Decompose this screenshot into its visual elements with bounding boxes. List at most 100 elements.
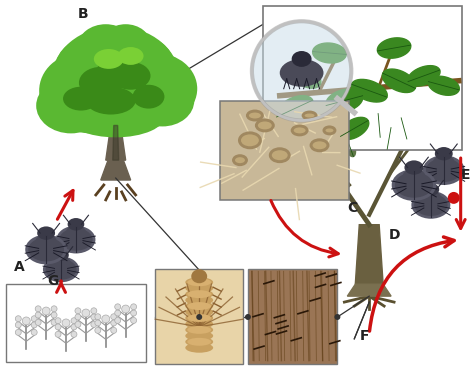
Circle shape (35, 312, 41, 318)
Ellipse shape (98, 54, 134, 78)
Circle shape (115, 317, 121, 323)
Ellipse shape (187, 338, 211, 346)
Ellipse shape (185, 289, 213, 299)
Text: G: G (47, 274, 59, 288)
Circle shape (91, 308, 97, 314)
Circle shape (95, 314, 101, 320)
Ellipse shape (185, 319, 213, 329)
Ellipse shape (187, 314, 211, 322)
Circle shape (51, 306, 57, 312)
Ellipse shape (185, 277, 213, 287)
Ellipse shape (79, 67, 123, 99)
Polygon shape (384, 128, 394, 149)
Circle shape (252, 21, 351, 120)
Ellipse shape (52, 257, 70, 267)
Circle shape (31, 316, 37, 322)
Ellipse shape (66, 226, 86, 237)
Ellipse shape (185, 301, 213, 311)
Ellipse shape (39, 53, 123, 128)
Ellipse shape (238, 131, 262, 149)
Ellipse shape (81, 31, 151, 81)
Ellipse shape (51, 26, 180, 135)
Polygon shape (428, 76, 459, 95)
Ellipse shape (114, 53, 197, 124)
Ellipse shape (392, 169, 436, 201)
Circle shape (62, 319, 70, 327)
Circle shape (82, 309, 90, 317)
Ellipse shape (187, 278, 211, 286)
Ellipse shape (272, 150, 288, 160)
Ellipse shape (280, 59, 323, 87)
Circle shape (35, 319, 41, 326)
FancyBboxPatch shape (6, 284, 146, 361)
Text: C: C (347, 201, 357, 215)
Ellipse shape (310, 138, 329, 152)
Ellipse shape (235, 157, 245, 163)
FancyBboxPatch shape (220, 101, 349, 200)
Ellipse shape (101, 24, 151, 64)
Ellipse shape (68, 218, 84, 230)
Ellipse shape (185, 295, 213, 305)
Polygon shape (351, 79, 387, 102)
Circle shape (91, 321, 97, 327)
Circle shape (111, 314, 117, 320)
Circle shape (15, 322, 21, 328)
Text: E: E (461, 168, 470, 182)
Ellipse shape (241, 134, 259, 146)
FancyBboxPatch shape (248, 269, 337, 364)
Circle shape (102, 315, 110, 323)
Circle shape (75, 314, 81, 320)
Polygon shape (356, 225, 383, 284)
Ellipse shape (249, 113, 261, 119)
Ellipse shape (187, 326, 211, 334)
Polygon shape (399, 118, 410, 139)
Polygon shape (113, 126, 118, 160)
Ellipse shape (51, 57, 111, 101)
Ellipse shape (185, 307, 213, 317)
Circle shape (131, 304, 137, 310)
Ellipse shape (422, 183, 439, 196)
Ellipse shape (56, 226, 95, 254)
Circle shape (131, 310, 137, 316)
Ellipse shape (98, 35, 173, 91)
Polygon shape (313, 43, 346, 63)
Ellipse shape (187, 290, 211, 298)
Ellipse shape (404, 160, 423, 175)
Ellipse shape (322, 126, 337, 135)
Ellipse shape (63, 87, 99, 110)
Ellipse shape (86, 87, 136, 115)
Circle shape (31, 322, 37, 328)
Ellipse shape (185, 325, 213, 335)
Circle shape (448, 192, 460, 204)
Circle shape (111, 320, 117, 326)
Ellipse shape (291, 124, 309, 137)
Ellipse shape (66, 94, 165, 137)
Ellipse shape (56, 36, 136, 96)
Ellipse shape (185, 331, 213, 341)
Ellipse shape (61, 98, 121, 133)
Ellipse shape (123, 54, 178, 98)
Circle shape (55, 324, 61, 330)
Circle shape (15, 316, 21, 322)
Ellipse shape (53, 249, 69, 261)
Ellipse shape (131, 75, 194, 127)
Ellipse shape (292, 51, 311, 67)
Ellipse shape (37, 226, 55, 240)
Ellipse shape (312, 141, 327, 149)
Circle shape (71, 331, 77, 337)
Circle shape (35, 306, 41, 312)
Ellipse shape (43, 257, 79, 282)
Ellipse shape (301, 110, 318, 120)
Ellipse shape (185, 337, 213, 347)
Circle shape (335, 314, 340, 320)
Circle shape (245, 314, 251, 320)
Ellipse shape (255, 119, 275, 132)
Circle shape (71, 324, 77, 330)
Polygon shape (276, 96, 313, 121)
Polygon shape (101, 158, 131, 180)
Ellipse shape (133, 85, 164, 109)
Polygon shape (374, 113, 384, 137)
Circle shape (122, 305, 129, 313)
Text: A: A (14, 260, 25, 275)
Circle shape (95, 327, 101, 333)
